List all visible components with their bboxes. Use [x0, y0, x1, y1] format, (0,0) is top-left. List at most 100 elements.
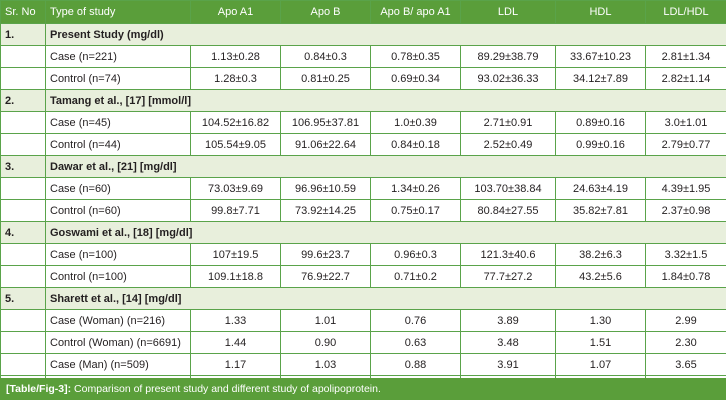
row-label: Case (n=221) — [45, 45, 191, 68]
table-row: Control (n=44) 105.54±9.05 91.06±22.64 0.84… — [0, 133, 726, 156]
row-label: Case (n=45) — [45, 111, 191, 134]
study-name: Present Study (mg/dl) — [45, 23, 726, 46]
cell-ratio: 0.71±0.2 — [370, 265, 461, 288]
empty-cell — [0, 243, 46, 266]
cell-apo-b: 91.06±22.64 — [280, 133, 371, 156]
cell-apo-a1: 104.52±16.82 — [190, 111, 281, 134]
study-group-row: 2. Tamang et al., [17] [mmol/l] — [0, 89, 726, 112]
cell-apo-a1: 107±19.5 — [190, 243, 281, 266]
cell-ratio: 0.75±0.17 — [370, 199, 461, 222]
table-body: 1. Present Study (mg/dl) Case (n=221) 1.13±… — [0, 23, 726, 398]
empty-cell — [0, 309, 46, 332]
table-caption: [Table/Fig-3]: Comparison of present stu… — [0, 378, 726, 400]
empty-cell — [0, 353, 46, 376]
cell-apo-a1: 1.17 — [190, 353, 281, 376]
caption-text: Comparison of present study and differen… — [71, 383, 381, 395]
cell-ratio: 0.84±0.18 — [370, 133, 461, 156]
cell-ldl-hdl: 3.0±1.01 — [645, 111, 726, 134]
cell-ratio: 1.0±0.39 — [370, 111, 461, 134]
study-number: 5. — [0, 287, 46, 310]
table-row: Case (n=45) 104.52±16.82 106.95±37.81 1.0±0… — [0, 111, 726, 134]
cell-apo-b: 106.95±37.81 — [280, 111, 371, 134]
cell-ldl-hdl: 2.37±0.98 — [645, 199, 726, 222]
header-apo-ratio: Apo B/ apo A1 — [370, 0, 461, 24]
cell-ratio: 0.69±0.34 — [370, 67, 461, 90]
table-row: Case (n=221) 1.13±0.28 0.84±0.3 0.78±0.35 89… — [0, 45, 726, 68]
cell-apo-b: 76.9±22.7 — [280, 265, 371, 288]
study-number: 3. — [0, 155, 46, 178]
cell-ldl-hdl: 2.82±1.14 — [645, 67, 726, 90]
row-label: Control (Woman) (n=6691) — [45, 331, 191, 354]
study-group-row: 1. Present Study (mg/dl) — [0, 23, 726, 46]
cell-hdl: 1.30 — [555, 309, 646, 332]
row-label: Control (n=60) — [45, 199, 191, 222]
table-row: Control (Woman) (n=6691) 1.44 0.90 0.63 3.48… — [0, 331, 726, 354]
cell-ldl: 2.52±0.49 — [460, 133, 556, 156]
row-label: Control (n=44) — [45, 133, 191, 156]
study-group-row: 3. Dawar et al., [21] [mg/dl] — [0, 155, 726, 178]
caption-tag: [Table/Fig-3]: — [6, 383, 72, 395]
cell-hdl: 1.51 — [555, 331, 646, 354]
empty-cell — [0, 265, 46, 288]
cell-ratio: 0.63 — [370, 331, 461, 354]
cell-apo-b: 96.96±10.59 — [280, 177, 371, 200]
cell-apo-a1: 1.28±0.3 — [190, 67, 281, 90]
cell-ldl: 3.91 — [460, 353, 556, 376]
cell-ratio: 1.34±0.26 — [370, 177, 461, 200]
row-label: Case (Woman) (n=216) — [45, 309, 191, 332]
cell-apo-a1: 109.1±18.8 — [190, 265, 281, 288]
cell-hdl: 43.2±5.6 — [555, 265, 646, 288]
empty-cell — [0, 111, 46, 134]
row-label: Case (Man) (n=509) — [45, 353, 191, 376]
cell-ldl-hdl: 1.84±0.78 — [645, 265, 726, 288]
cell-apo-b: 1.01 — [280, 309, 371, 332]
table-row: Case (Woman) (n=216) 1.33 1.01 0.76 3.89 1.30… — [0, 309, 726, 332]
cell-apo-b: 0.81±0.25 — [280, 67, 371, 90]
cell-apo-a1: 1.33 — [190, 309, 281, 332]
cell-ldl: 3.48 — [460, 331, 556, 354]
empty-cell — [0, 199, 46, 222]
empty-cell — [0, 67, 46, 90]
header-type-of-study: Type of study — [45, 0, 191, 24]
cell-ldl-hdl: 2.30 — [645, 331, 726, 354]
cell-ldl: 89.29±38.79 — [460, 45, 556, 68]
cell-ldl-hdl: 2.79±0.77 — [645, 133, 726, 156]
cell-apo-b: 99.6±23.7 — [280, 243, 371, 266]
row-label: Control (n=74) — [45, 67, 191, 90]
cell-ldl: 77.7±27.2 — [460, 265, 556, 288]
study-name: Dawar et al., [21] [mg/dl] — [45, 155, 726, 178]
empty-cell — [0, 45, 46, 68]
study-name: Tamang et al., [17] [mmol/l] — [45, 89, 726, 112]
study-group-row: 4. Goswami et al., [18] [mg/dl] — [0, 221, 726, 244]
table-row: Control (n=100) 109.1±18.8 76.9±22.7 0.71±0… — [0, 265, 726, 288]
table-row: Case (n=60) 73.03±9.69 96.96±10.59 1.34±0.2… — [0, 177, 726, 200]
empty-cell — [0, 133, 46, 156]
cell-hdl: 35.82±7.81 — [555, 199, 646, 222]
cell-apo-a1: 73.03±9.69 — [190, 177, 281, 200]
empty-cell — [0, 177, 46, 200]
header-hdl: HDL — [555, 0, 646, 24]
cell-apo-b: 0.90 — [280, 331, 371, 354]
study-number: 2. — [0, 89, 46, 112]
cell-apo-b: 73.92±14.25 — [280, 199, 371, 222]
cell-hdl: 24.63±4.19 — [555, 177, 646, 200]
header-apo-b: Apo B — [280, 0, 371, 24]
study-group-row: 5. Sharett et al., [14] [mg/dl] — [0, 287, 726, 310]
cell-apo-a1: 99.8±7.71 — [190, 199, 281, 222]
header-apo-a1: Apo A1 — [190, 0, 281, 24]
cell-ldl: 3.89 — [460, 309, 556, 332]
study-name: Goswami et al., [18] [mg/dl] — [45, 221, 726, 244]
cell-apo-a1: 1.13±0.28 — [190, 45, 281, 68]
cell-ratio: 0.88 — [370, 353, 461, 376]
cell-ratio: 0.76 — [370, 309, 461, 332]
cell-ldl: 103.70±38.84 — [460, 177, 556, 200]
header-ldl-hdl: LDL/HDL — [645, 0, 726, 24]
cell-ratio: 0.78±0.35 — [370, 45, 461, 68]
row-label: Case (n=100) — [45, 243, 191, 266]
study-number: 1. — [0, 23, 46, 46]
cell-hdl: 34.12±7.89 — [555, 67, 646, 90]
cell-hdl: 33.67±10.23 — [555, 45, 646, 68]
cell-ldl-hdl: 2.81±1.34 — [645, 45, 726, 68]
header-sr-no: Sr. No — [0, 0, 46, 24]
cell-apo-b: 0.84±0.3 — [280, 45, 371, 68]
